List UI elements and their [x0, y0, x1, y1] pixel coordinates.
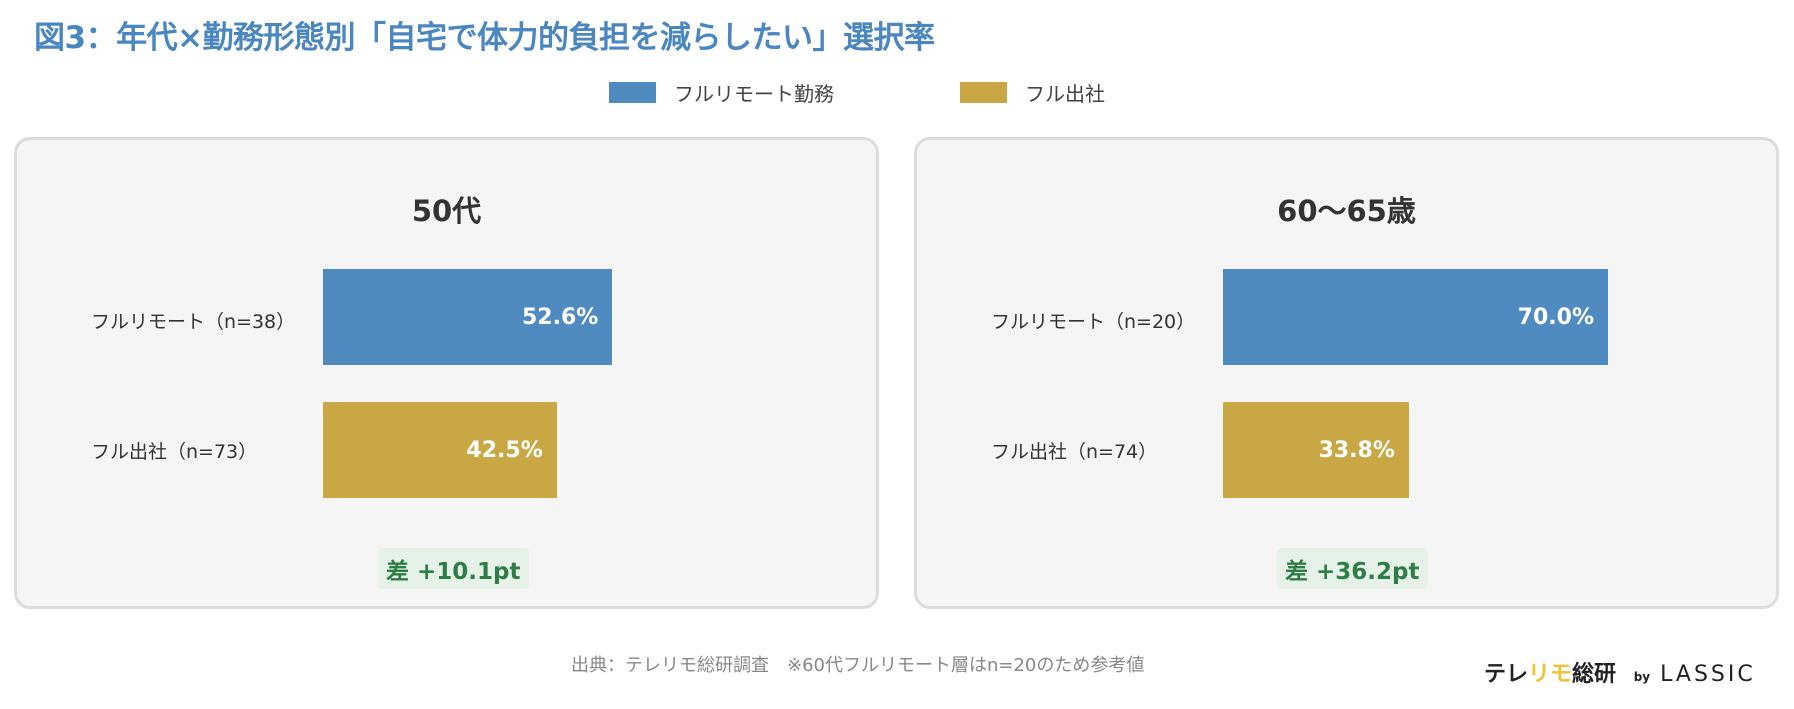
bar-full-office: 42.5% [323, 402, 557, 498]
bar-full-remote: 52.6% [323, 269, 613, 365]
bar-full-office: 33.8% [1223, 402, 1409, 498]
source-note: 出典：テレリモ総研調査 ※60代フルリモート層はn=20のため参考値 [571, 655, 1145, 676]
logo-text: 総研 [1572, 662, 1617, 687]
row-label: フルリモート（n=38） [91, 311, 296, 333]
bar-value-label: 70.0% [1517, 304, 1594, 330]
diff-badge: 差 +10.1pt [378, 548, 529, 589]
bar-value-label: 33.8% [1318, 437, 1395, 463]
panel-title: 50代 [411, 194, 482, 228]
row-label: フル出社（n=73） [91, 441, 258, 463]
panel-60-65: 60〜65歳 フルリモート（n=20） フル出社（n=74） 70.0% 33.… [914, 137, 1779, 609]
logo-brand: LASSIC [1660, 662, 1756, 687]
bar-value-label: 52.6% [521, 304, 599, 330]
legend-label-full-remote: フルリモート勤務 [674, 82, 834, 106]
logo: テレリモ総研 by LASSIC [1484, 656, 1756, 688]
logo-by: by [1633, 670, 1651, 684]
bar-full-remote: 70.0% [1223, 269, 1608, 365]
logo-text: リモ [1528, 662, 1573, 687]
diff-badge: 差 +36.2pt [1277, 548, 1428, 589]
panel-50s: 50代 フルリモート（n=38） フル出社（n=73） 52.6% 42.5% … [14, 137, 879, 609]
bar-value-label: 42.5% [466, 437, 543, 463]
chart-title: 図3：年代×勤務形態別「自宅で体力的負担を減らしたい」選択率 [34, 20, 935, 56]
row-label: フル出社（n=74） [991, 441, 1158, 463]
panel-title: 60〜65歳 [1277, 194, 1416, 228]
legend-swatch-full-office [960, 82, 1007, 103]
legend-label-full-office: フル出社 [1025, 82, 1105, 106]
legend-swatch-full-remote [609, 82, 656, 103]
logo-text: テレ [1484, 662, 1529, 687]
row-label: フルリモート（n=20） [991, 311, 1196, 333]
